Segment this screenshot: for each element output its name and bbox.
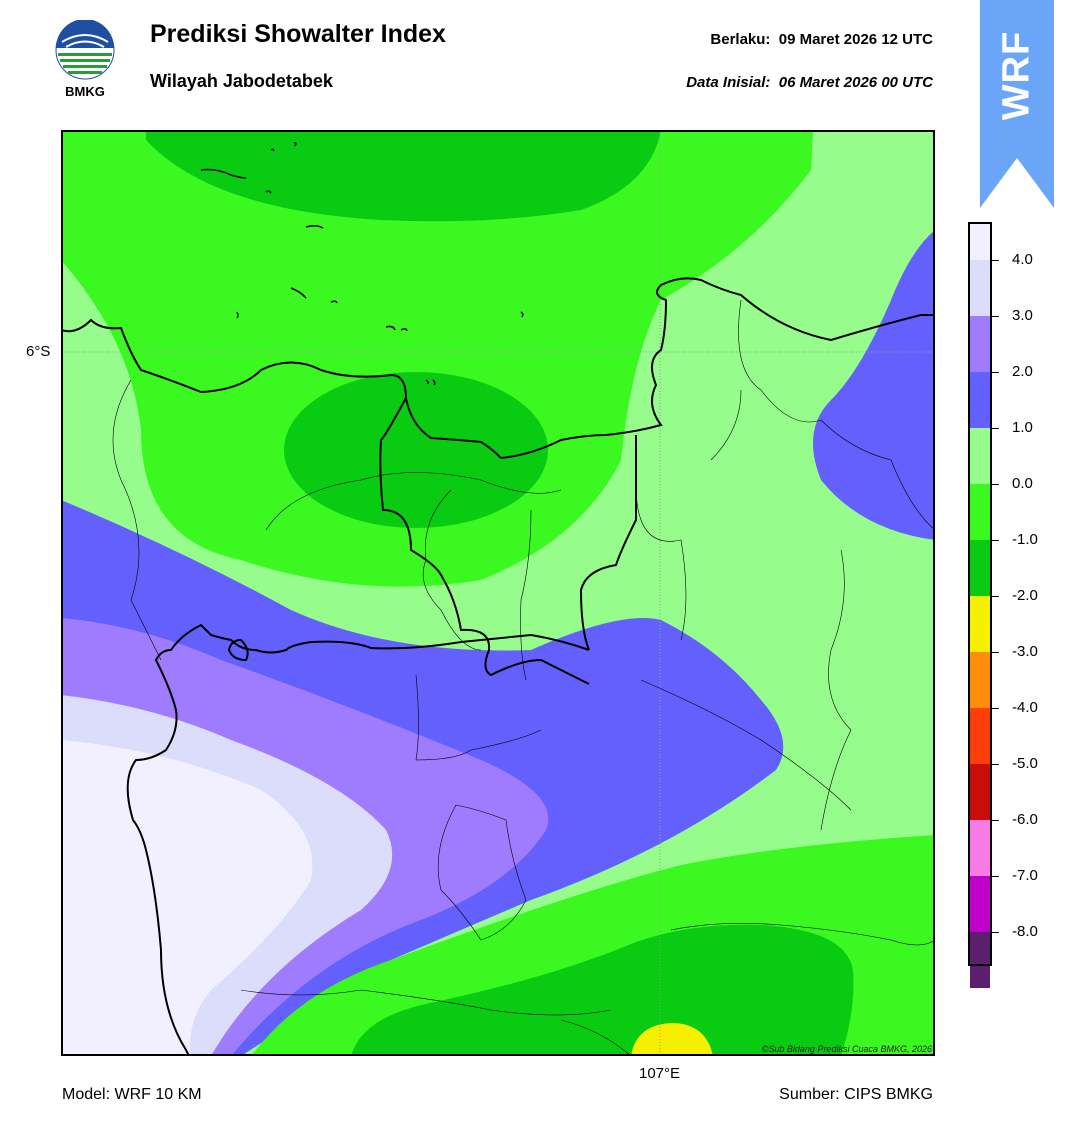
colorbar-tick <box>992 652 999 653</box>
chart-title: Prediksi Showalter Index <box>150 20 446 48</box>
chart-subtitle: Wilayah Jabodetabek <box>150 71 333 91</box>
colorbar-tick <box>992 372 999 373</box>
colorbar-label: -6.0 <box>1012 811 1038 828</box>
showalter-map <box>61 130 935 1056</box>
map-frame <box>61 130 935 1056</box>
field-minus3-to-minus2 <box>631 1023 713 1056</box>
field-minus1-to-0-north <box>61 130 813 587</box>
thousand-islands <box>200 142 524 386</box>
colorbar-frame <box>968 222 992 966</box>
colorbar-tick <box>992 596 999 597</box>
colorbar-label: 4.0 <box>1012 251 1033 268</box>
colorbar-label: -8.0 <box>1012 923 1038 940</box>
colorbar-tick <box>992 484 999 485</box>
colorbar-tick <box>992 932 999 933</box>
field-minus2-to-minus1-central <box>284 372 548 528</box>
colorbar <box>968 222 992 988</box>
colorbar-label: -5.0 <box>1012 755 1038 772</box>
model-info: Model: WRF 10 KM <box>62 1086 202 1103</box>
colorbar-label: 1.0 <box>1012 419 1033 436</box>
colorbar-label: -7.0 <box>1012 867 1038 884</box>
field-1-to-2-east <box>813 230 935 540</box>
colorbar-label: -4.0 <box>1012 699 1038 716</box>
colorbar-segment <box>970 484 990 540</box>
colorbar-segment <box>970 260 990 316</box>
colorbar-tick <box>992 876 999 877</box>
colorbar-segment <box>970 428 990 484</box>
colorbar-segment <box>970 876 990 932</box>
colorbar-segment <box>970 820 990 876</box>
lat-label: 6°S <box>26 343 51 360</box>
lon-label: 107°E <box>639 1065 681 1082</box>
colorbar-tick <box>992 820 999 821</box>
colorbar-segment <box>970 764 990 820</box>
colorbar-tick <box>992 708 999 709</box>
coastline <box>61 277 935 460</box>
colorbar-segment <box>970 224 990 260</box>
field-minus2-to-minus1-north <box>146 130 661 222</box>
copyright-text: ©Sub Bidang Prediksi Cuaca BMKG, 2026 <box>761 1044 932 1054</box>
district-boundaries <box>112 299 935 1056</box>
colorbar-label: -3.0 <box>1012 643 1038 660</box>
colorbar-tick <box>992 764 999 765</box>
colorbar-tick <box>992 316 999 317</box>
colorbar-segment <box>970 932 990 988</box>
init-time: Data Inisial: 06 Maret 2026 00 UTC <box>686 74 933 91</box>
wrf-badge-label: WRF <box>995 30 1038 120</box>
colorbar-label: 2.0 <box>1012 363 1033 380</box>
valid-time: Berlaku: 09 Maret 2026 12 UTC <box>710 31 933 48</box>
colorbar-label: -2.0 <box>1012 587 1038 604</box>
bmkg-logo: BMKG <box>52 19 118 102</box>
province-boundary <box>126 397 637 1056</box>
colorbar-label: -1.0 <box>1012 531 1038 548</box>
logo-text: BMKG <box>65 84 105 99</box>
colorbar-tick <box>992 428 999 429</box>
colorbar-segment <box>970 708 990 764</box>
bmkg-emblem-icon <box>55 19 115 80</box>
colorbar-segment <box>970 540 990 596</box>
colorbar-segment <box>970 596 990 652</box>
colorbar-label: 0.0 <box>1012 475 1033 492</box>
field-minus2-to-minus1-south <box>351 924 854 1056</box>
colorbar-label: 3.0 <box>1012 307 1033 324</box>
field-above-4 <box>61 740 313 1056</box>
colorbar-tick <box>992 260 999 261</box>
colorbar-segment <box>970 372 990 428</box>
colorbar-segment <box>970 652 990 708</box>
source-info: Sumber: CIPS BMKG <box>779 1086 933 1103</box>
colorbar-segment <box>970 316 990 372</box>
wrf-badge <box>980 0 1054 208</box>
colorbar-tick <box>992 540 999 541</box>
